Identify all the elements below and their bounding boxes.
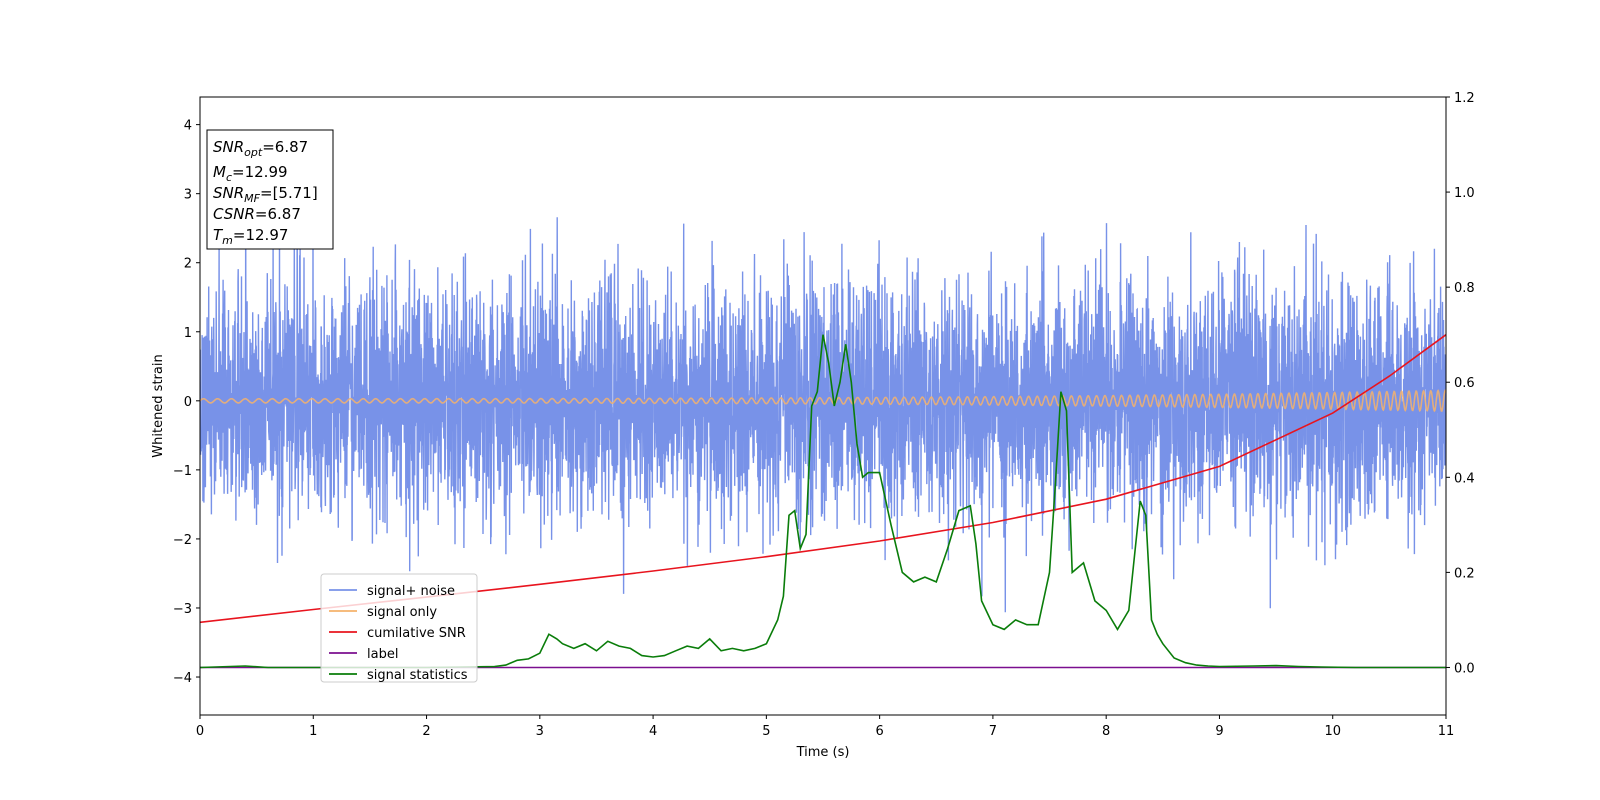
x-tick-label-8: 8 <box>1102 724 1110 739</box>
info-box: SNRopt=6.87 Mc=12.99SNRMF=[5.71]CSNR=6.87… <box>206 129 334 250</box>
x-tick-label-0: 0 <box>196 724 204 739</box>
y-tick-label-3: −1 <box>173 464 192 479</box>
info-line-0: SNRopt=6.87 <box>213 138 308 159</box>
y-axis-ticks: −4 −3 −2 −1 0 1 2 3 4 <box>173 119 200 686</box>
x-tick-label-1: 1 <box>309 724 317 739</box>
info-line-3: CSNR=6.87 <box>213 205 301 223</box>
y-axis-label: Whitened strain <box>151 354 166 457</box>
legend-label-1: signal only <box>367 605 437 620</box>
y-tick-label-8: 4 <box>184 119 192 134</box>
x-axis-label: Time (s) <box>796 745 850 760</box>
y-tick-label-5: 1 <box>184 326 192 341</box>
y2-tick-label-2: 0.4 <box>1454 471 1475 486</box>
y-tick-label-6: 2 <box>184 257 192 272</box>
info-line-2: SNRMF=[5.71] <box>213 184 318 205</box>
y2-tick-label-4: 0.8 <box>1454 281 1475 296</box>
y2-tick-label-1: 0.2 <box>1454 566 1475 581</box>
x-tick-label-9: 9 <box>1215 724 1223 739</box>
x-tick-label-5: 5 <box>762 724 770 739</box>
x-tick-label-4: 4 <box>649 724 657 739</box>
info-box-frame <box>206 129 334 250</box>
legend-label-2: cumilative SNR <box>367 626 466 641</box>
legend-label-3: label <box>367 647 398 662</box>
y-tick-label-2: −2 <box>173 533 192 548</box>
x-axis-ticks: 0 1 2 3 4 5 6 7 8 9 10 11 <box>196 715 1454 739</box>
y2-axis-ticks: 0.0 0.2 0.4 0.6 0.8 1.0 1.2 <box>1446 91 1475 676</box>
x-tick-label-6: 6 <box>875 724 883 739</box>
y-tick-label-7: 3 <box>184 188 192 203</box>
y2-tick-label-3: 0.6 <box>1454 376 1475 391</box>
x-tick-label-7: 7 <box>989 724 997 739</box>
series-4-line <box>200 334 1446 669</box>
y2-tick-label-0: 0.0 <box>1454 661 1475 676</box>
legend-frame <box>320 573 478 683</box>
legend: signal+ noise signal only cumilative SNR la… <box>320 573 478 683</box>
x-tick-label-10: 10 <box>1324 724 1341 739</box>
legend-label-4: signal statistics <box>367 668 468 683</box>
info-line-4: Tm=12.97 <box>213 226 288 247</box>
x-tick-label-2: 2 <box>422 724 430 739</box>
info-line-1: Mc=12.99 <box>213 163 288 184</box>
y2-tick-label-5: 1.0 <box>1454 186 1475 201</box>
series-0-line <box>200 160 1446 613</box>
y2-tick-label-6: 1.2 <box>1454 91 1475 106</box>
y-tick-label-0: −4 <box>173 671 192 686</box>
series-1-line <box>200 389 1446 413</box>
x-tick-label-11: 11 <box>1438 724 1455 739</box>
plot-frame <box>199 96 1447 716</box>
y-tick-label-1: −3 <box>173 602 192 617</box>
x-tick-label-3: 3 <box>536 724 544 739</box>
y-tick-label-4: 0 <box>184 395 192 410</box>
legend-label-0: signal+ noise <box>367 584 455 599</box>
